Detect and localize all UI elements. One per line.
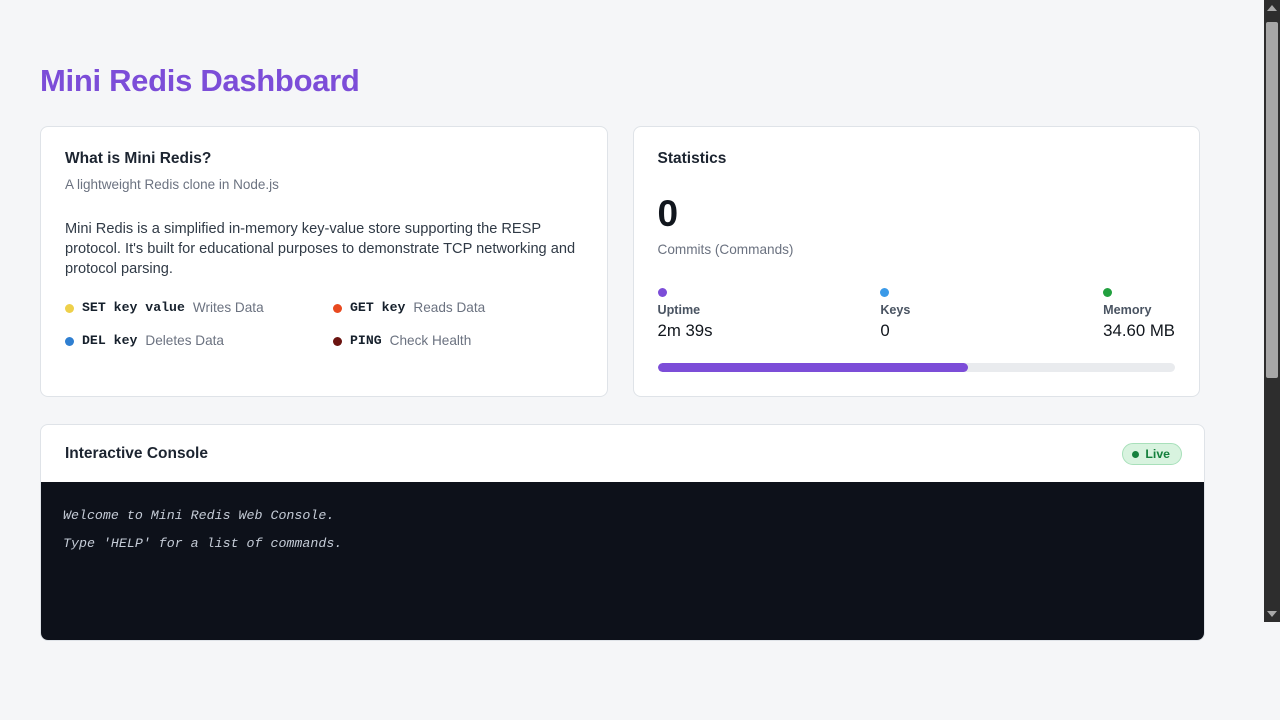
about-card-description: Mini Redis is a simplified in-memory key… bbox=[65, 221, 576, 277]
command-legend: SET key value Writes Data GET key Reads … bbox=[65, 300, 583, 349]
metric-uptime: Uptime 2m 39s bbox=[657, 288, 881, 342]
command-syntax: SET key value bbox=[82, 300, 185, 315]
command-description: Writes Data bbox=[192, 300, 264, 315]
command-dot-icon bbox=[333, 303, 342, 313]
command-syntax: DEL key bbox=[82, 333, 138, 348]
command-item-del: DEL key Deletes Data bbox=[65, 333, 333, 349]
metric-keys: Keys 0 bbox=[880, 288, 1103, 342]
command-description: Check Health bbox=[389, 333, 472, 348]
console-title: Interactive Console bbox=[65, 445, 208, 462]
command-description: Reads Data bbox=[413, 300, 486, 315]
metric-value: 2m 39s bbox=[657, 321, 713, 340]
metric-dot-icon bbox=[880, 288, 890, 297]
status-dot-icon bbox=[1132, 450, 1140, 458]
command-dot-icon bbox=[65, 336, 74, 346]
page-title: Mini Redis Dashboard bbox=[40, 63, 360, 98]
command-dot-icon bbox=[65, 303, 74, 313]
metric-value: 0 bbox=[880, 321, 890, 340]
about-card-title: What is Mini Redis? bbox=[65, 150, 212, 167]
console-output-line: Type 'HELP' for a list of commands. bbox=[63, 536, 343, 551]
metric-value: 34.60 MB bbox=[1103, 321, 1175, 340]
metric-dot-icon bbox=[657, 288, 667, 297]
command-item-ping: PING Check Health bbox=[333, 333, 583, 349]
console-output-line: Welcome to Mini Redis Web Console. bbox=[63, 508, 335, 523]
vertical-scrollbar[interactable] bbox=[1264, 0, 1280, 622]
cards-row: What is Mini Redis? A lightweight Redis … bbox=[40, 126, 1200, 397]
statistics-card-title: Statistics bbox=[657, 150, 727, 167]
about-card: What is Mini Redis? A lightweight Redis … bbox=[40, 126, 608, 397]
scrollbar-up-arrow-icon[interactable] bbox=[1264, 0, 1280, 16]
metric-memory: Memory 34.60 MB bbox=[1103, 288, 1175, 342]
commits-label: Commits (Commands) bbox=[657, 242, 794, 257]
statistics-card: Statistics 0 Commits (Commands) Uptime 2… bbox=[632, 126, 1200, 397]
about-card-subtitle: A lightweight Redis clone in Node.js bbox=[65, 177, 279, 192]
page-content: Mini Redis Dashboard What is Mini Redis?… bbox=[40, 63, 1205, 641]
command-item-set: SET key value Writes Data bbox=[65, 300, 333, 316]
metric-label: Uptime bbox=[657, 303, 701, 317]
metric-label: Memory bbox=[1103, 303, 1152, 317]
metric-label: Keys bbox=[880, 303, 911, 317]
memory-progress-bar bbox=[657, 363, 1175, 372]
page-viewport: Mini Redis Dashboard What is Mini Redis?… bbox=[40, 63, 1205, 641]
status-badge: Live bbox=[1122, 443, 1182, 465]
command-syntax: PING bbox=[350, 333, 382, 348]
command-description: Deletes Data bbox=[145, 333, 224, 348]
console-output[interactable]: Welcome to Mini Redis Web Console. Type … bbox=[41, 482, 1204, 640]
console-card: Interactive Console Live Welcome to Mini… bbox=[40, 424, 1205, 641]
scrollbar-down-arrow-icon[interactable] bbox=[1264, 606, 1280, 622]
console-header: Interactive Console Live bbox=[41, 425, 1204, 482]
command-dot-icon bbox=[333, 336, 342, 346]
scrollbar-thumb[interactable] bbox=[1266, 22, 1278, 378]
command-item-get: GET key Reads Data bbox=[333, 300, 583, 316]
memory-progress-fill bbox=[657, 363, 968, 372]
metrics-row: Uptime 2m 39s Keys 0 Memory 34.60 MB bbox=[657, 288, 1175, 342]
status-badge-label: Live bbox=[1145, 447, 1170, 461]
commits-value: 0 bbox=[657, 193, 679, 234]
command-syntax: GET key bbox=[350, 300, 406, 315]
metric-dot-icon bbox=[1103, 288, 1113, 297]
